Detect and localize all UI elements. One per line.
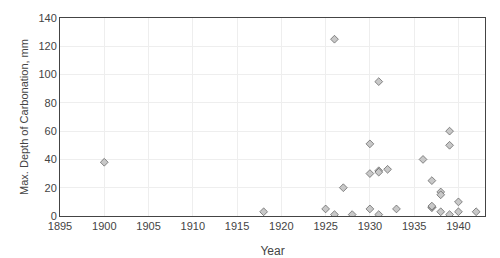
svg-text:1935: 1935 bbox=[402, 220, 426, 232]
svg-text:0: 0 bbox=[51, 210, 57, 222]
svg-text:1930: 1930 bbox=[358, 220, 382, 232]
svg-text:140: 140 bbox=[38, 12, 56, 24]
svg-text:1900: 1900 bbox=[92, 220, 116, 232]
svg-text:60: 60 bbox=[45, 125, 57, 137]
svg-text:1925: 1925 bbox=[313, 220, 337, 232]
svg-text:80: 80 bbox=[45, 97, 57, 109]
svg-text:20: 20 bbox=[45, 182, 57, 194]
svg-text:1940: 1940 bbox=[446, 220, 470, 232]
svg-text:1920: 1920 bbox=[269, 220, 293, 232]
svg-text:40: 40 bbox=[45, 153, 57, 165]
svg-text:1910: 1910 bbox=[181, 220, 205, 232]
svg-text:100: 100 bbox=[38, 68, 56, 80]
svg-text:1915: 1915 bbox=[225, 220, 249, 232]
svg-text:120: 120 bbox=[38, 40, 56, 52]
svg-text:Max. Depth of Carbonation, mm: Max. Depth of Carbonation, mm bbox=[18, 39, 30, 195]
svg-text:1905: 1905 bbox=[136, 220, 160, 232]
svg-text:1895: 1895 bbox=[48, 220, 72, 232]
svg-text:Year: Year bbox=[260, 244, 284, 258]
